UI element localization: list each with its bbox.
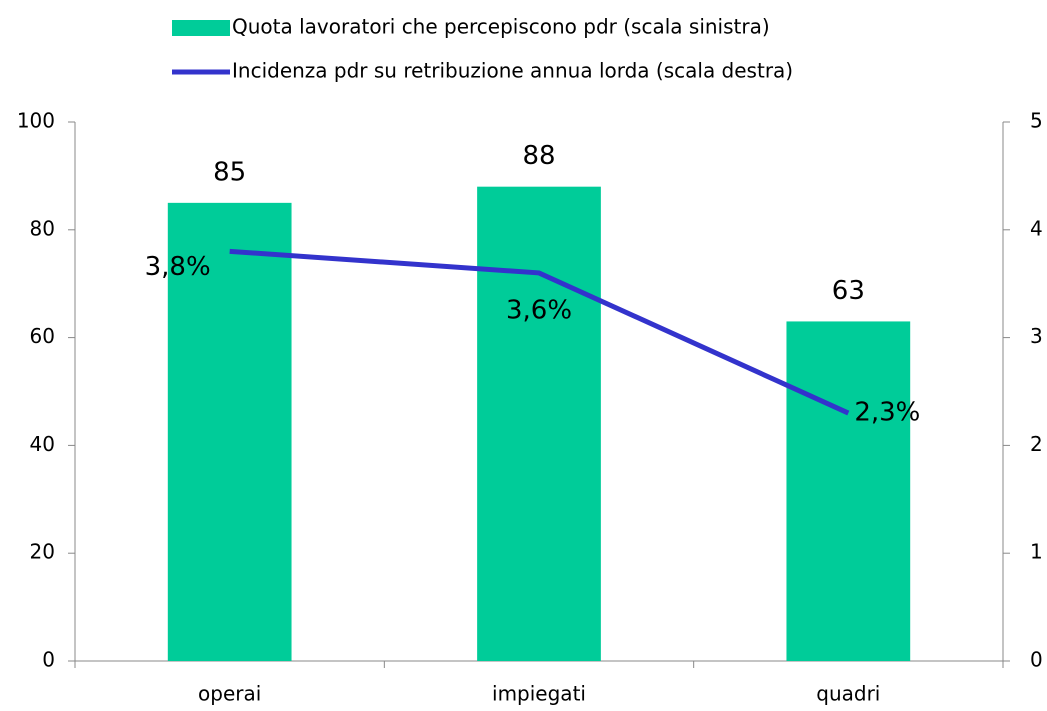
- bar-value-label: 85: [213, 157, 246, 187]
- line-value-label: 3,6%: [506, 295, 572, 325]
- bar: [786, 321, 911, 661]
- x-tick-label: quadri: [816, 682, 880, 706]
- line-value-label: 2,3%: [854, 398, 920, 428]
- legend-label: Incidenza pdr su retribuzione annua lord…: [232, 59, 793, 83]
- y2-tick-label: 1: [1030, 540, 1043, 564]
- y-tick-label: 60: [30, 324, 55, 348]
- y2-tick-label: 2: [1030, 432, 1043, 456]
- y-tick-label: 100: [17, 109, 55, 133]
- legend-swatch: [172, 20, 230, 36]
- line-value-label: 3,8%: [145, 252, 211, 282]
- y2-tick-label: 4: [1030, 216, 1043, 240]
- y2-tick-label: 3: [1030, 324, 1043, 348]
- y-tick-label: 0: [42, 648, 55, 672]
- legend-label: Quota lavoratori che percepiscono pdr (s…: [232, 15, 770, 39]
- y2-tick-label: 0: [1030, 648, 1043, 672]
- y2-tick-label: 5: [1030, 109, 1043, 133]
- line: [229, 248, 850, 416]
- bar: [167, 202, 292, 661]
- bar: [477, 186, 601, 661]
- bar-value-label: 88: [522, 141, 555, 171]
- x-tick-label: impiegati: [492, 682, 586, 706]
- y-tick-label: 20: [30, 540, 55, 564]
- x-tick-label: operai: [198, 682, 261, 706]
- y-tick-label: 80: [30, 216, 55, 240]
- y-tick-label: 40: [30, 432, 55, 456]
- bar-value-label: 63: [832, 276, 865, 306]
